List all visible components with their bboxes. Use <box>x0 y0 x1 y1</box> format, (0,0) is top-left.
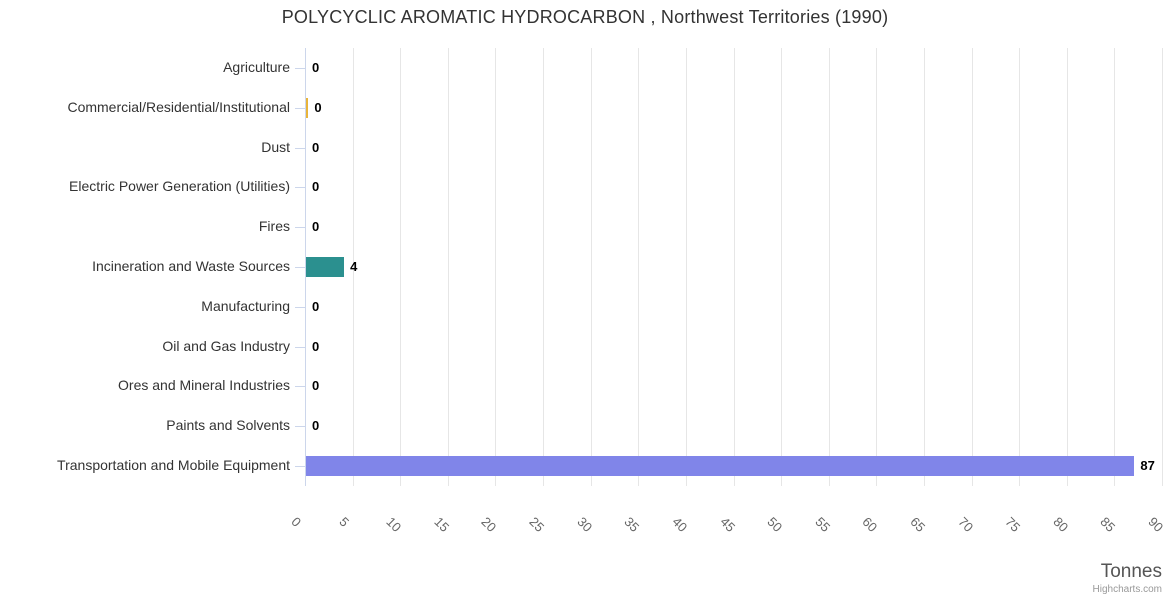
category-label-agriculture: Agriculture <box>223 58 290 75</box>
category-tick-incineration-and-waste-sources <box>295 267 305 268</box>
category-tick-fires <box>295 227 305 228</box>
x-tick-label-40: 40 <box>669 514 691 535</box>
gridline-75 <box>1019 48 1020 486</box>
category-label-dust: Dust <box>261 138 290 155</box>
x-tick-label-0: 0 <box>288 514 305 530</box>
gridline-85 <box>1114 48 1115 486</box>
x-tick-label-60: 60 <box>859 514 881 535</box>
category-tick-transportation-and-mobile-equipment <box>295 466 305 467</box>
data-label-ores-and-mineral-industries: 0 <box>312 378 320 394</box>
x-tick-label-45: 45 <box>716 514 738 535</box>
x-tick-label-55: 55 <box>812 514 833 535</box>
category-label-fires: Fires <box>258 218 290 235</box>
gridline-5 <box>353 48 354 486</box>
category-label-oil-and-gas-industry: Oil and Gas Industry <box>162 337 290 354</box>
bar-incineration-and-waste-sources[interactable] <box>306 257 345 277</box>
gridline-25 <box>543 48 544 486</box>
data-label-transportation-and-mobile-equipment: 87 <box>1140 458 1155 474</box>
x-tick-label-15: 15 <box>431 514 453 535</box>
x-tick-label-30: 30 <box>574 514 595 535</box>
bar-commercial-residential-institutional[interactable] <box>306 97 309 118</box>
gridline-45 <box>734 48 735 486</box>
x-tick-label-65: 65 <box>907 514 929 535</box>
category-label-manufacturing: Manufacturing <box>201 297 290 314</box>
gridline-20 <box>495 48 496 486</box>
data-label-paints-and-solvents: 0 <box>312 418 320 434</box>
highcharts-credit-link[interactable]: Highcharts.com <box>1092 584 1162 595</box>
data-label-agriculture: 0 <box>312 59 320 75</box>
x-tick-label-70: 70 <box>954 514 976 535</box>
data-label-commercial-residential-institutional: 0 <box>314 99 322 115</box>
category-tick-commercial-residential-institutional <box>295 108 305 109</box>
category-label-paints-and-solvents: Paints and Solvents <box>166 417 290 434</box>
category-axis-line <box>305 48 306 486</box>
x-tick-label-25: 25 <box>526 514 548 535</box>
x-tick-label-90: 90 <box>1145 514 1167 535</box>
x-tick-label-75: 75 <box>1002 514 1024 535</box>
gridline-30 <box>591 48 592 486</box>
category-label-transportation-and-mobile-equipment: Transportation and Mobile Equipment <box>57 457 290 474</box>
category-tick-paints-and-solvents <box>295 426 305 427</box>
x-tick-label-35: 35 <box>621 514 643 535</box>
data-label-manufacturing: 0 <box>312 298 320 314</box>
x-tick-label-50: 50 <box>764 514 786 535</box>
gridline-40 <box>686 48 687 486</box>
category-tick-manufacturing <box>295 307 305 308</box>
data-label-oil-and-gas-industry: 0 <box>312 338 320 354</box>
category-label-incineration-and-waste-sources: Incineration and Waste Sources <box>92 258 290 274</box>
gridline-65 <box>924 48 925 486</box>
bar-transportation-and-mobile-equipment[interactable] <box>306 456 1135 477</box>
data-label-electric-power-generation-utilities: 0 <box>312 179 320 195</box>
category-tick-oil-and-gas-industry <box>295 347 305 348</box>
gridline-15 <box>448 48 449 486</box>
gridline-10 <box>400 48 401 486</box>
chart-title: POLYCYCLIC AROMATIC HYDROCARBON , Northw… <box>281 7 889 27</box>
x-tick-label-10: 10 <box>383 514 405 535</box>
category-tick-agriculture <box>295 68 305 69</box>
category-label-commercial-residential-institutional: Commercial/Residential/Institutional <box>67 98 290 115</box>
gridline-70 <box>972 48 973 486</box>
data-label-incineration-and-waste-sources: 4 <box>350 259 358 274</box>
x-tick-label-20: 20 <box>478 514 500 535</box>
gridline-35 <box>638 48 639 486</box>
gridline-55 <box>829 48 830 486</box>
category-tick-electric-power-generation-utilities <box>295 187 305 188</box>
category-label-ores-and-mineral-industries: Ores and Mineral Industries <box>118 377 290 394</box>
category-label-electric-power-generation-utilities: Electric Power Generation (Utilities) <box>69 178 290 195</box>
gridline-90 <box>1162 48 1163 486</box>
x-axis-title: Tonnes <box>1100 561 1162 582</box>
gridline-60 <box>876 48 877 486</box>
gridline-80 <box>1067 48 1068 486</box>
gridline-50 <box>781 48 782 486</box>
x-tick-label-5: 5 <box>336 514 352 530</box>
category-tick-ores-and-mineral-industries <box>295 386 305 387</box>
data-label-dust: 0 <box>312 139 320 155</box>
category-tick-dust <box>295 148 305 149</box>
data-label-fires: 0 <box>312 219 320 235</box>
x-tick-label-85: 85 <box>1097 514 1119 535</box>
x-tick-label-80: 80 <box>1050 514 1071 535</box>
